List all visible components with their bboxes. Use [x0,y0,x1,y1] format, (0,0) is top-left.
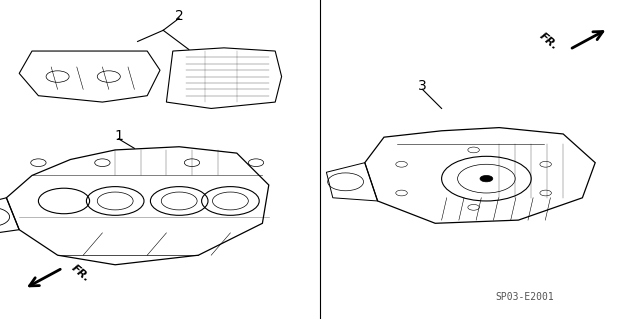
Text: FR.: FR. [538,31,560,52]
Text: 2: 2 [175,9,184,23]
Text: 3: 3 [418,79,427,93]
Circle shape [480,175,493,182]
Text: 1: 1 [114,129,123,143]
Text: SP03-E2001: SP03-E2001 [495,292,554,302]
Text: FR.: FR. [69,263,92,284]
